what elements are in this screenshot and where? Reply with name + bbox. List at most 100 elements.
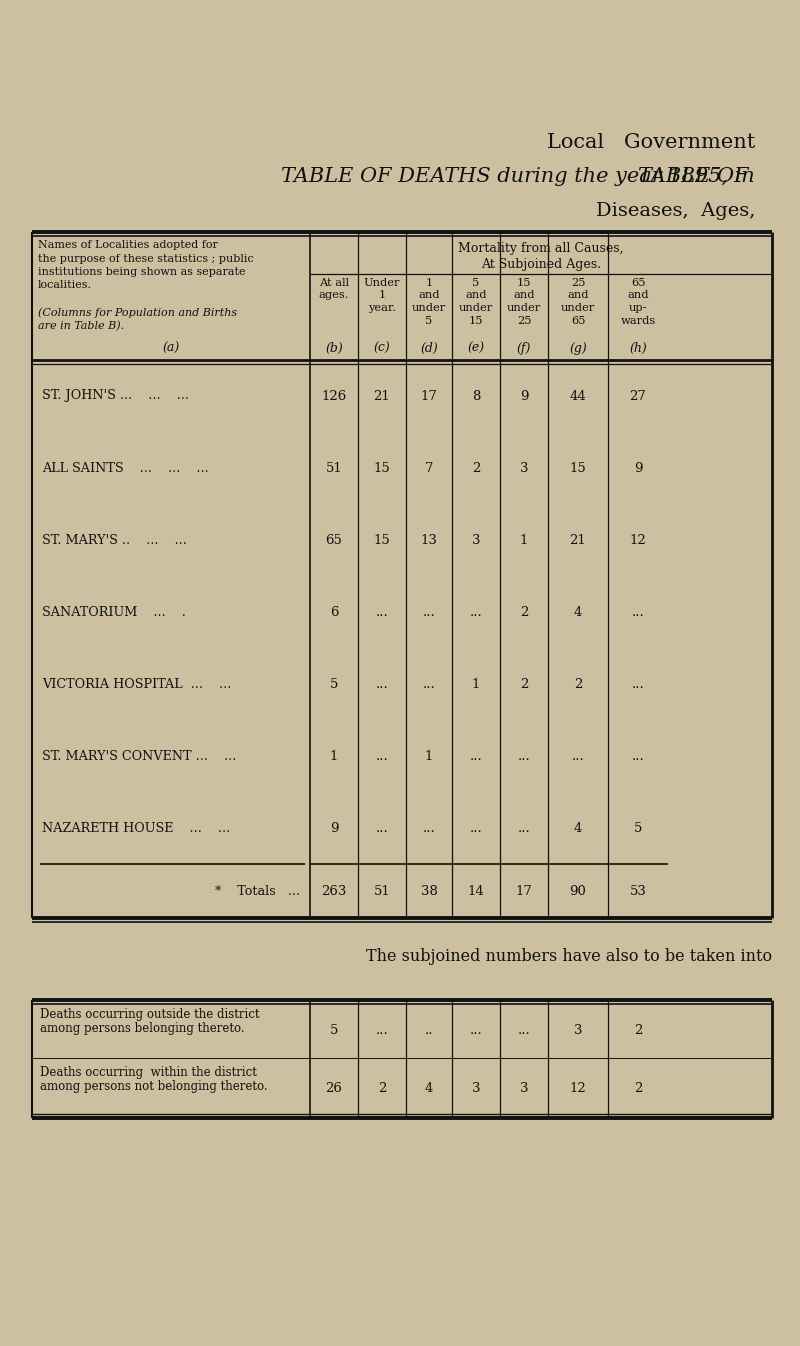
Text: 9: 9 — [634, 462, 642, 475]
Text: ...: ... — [470, 606, 482, 619]
Text: ..: .. — [425, 1024, 434, 1036]
Text: 3: 3 — [472, 533, 480, 546]
Text: (g): (g) — [569, 342, 587, 355]
Text: ...: ... — [422, 821, 435, 835]
Text: 53: 53 — [630, 884, 646, 898]
Text: 15: 15 — [374, 533, 390, 546]
Text: Diseases,  Ages,: Diseases, Ages, — [596, 202, 755, 219]
Text: (d): (d) — [420, 342, 438, 355]
Text: ages.: ages. — [318, 291, 350, 300]
Text: 51: 51 — [374, 884, 390, 898]
Text: (Columns for Population and Births: (Columns for Population and Births — [38, 307, 237, 318]
Text: 12: 12 — [570, 1082, 586, 1094]
Text: 2: 2 — [472, 462, 480, 475]
Text: 21: 21 — [570, 533, 586, 546]
Text: under: under — [507, 303, 541, 314]
Text: 2: 2 — [520, 606, 528, 619]
Text: Names of Localities adopted for: Names of Localities adopted for — [38, 240, 218, 250]
Text: 263: 263 — [322, 884, 346, 898]
Text: ST. MARY'S ..    ...    ...: ST. MARY'S .. ... ... — [42, 533, 187, 546]
Text: 15: 15 — [469, 315, 483, 326]
Text: institutions being shown as separate: institutions being shown as separate — [38, 267, 246, 277]
Text: and: and — [567, 291, 589, 300]
Text: ...: ... — [376, 677, 388, 690]
Text: The subjoined numbers have also to be taken into: The subjoined numbers have also to be ta… — [366, 948, 772, 965]
Text: 2: 2 — [378, 1082, 386, 1094]
Text: Deaths occurring outside the district: Deaths occurring outside the district — [40, 1008, 259, 1022]
Text: 2: 2 — [634, 1024, 642, 1036]
Text: ALL SAINTS    ...    ...    ...: ALL SAINTS ... ... ... — [42, 462, 209, 475]
Text: 3: 3 — [520, 1082, 528, 1094]
Text: under: under — [561, 303, 595, 314]
Text: At Subjoined Ages.: At Subjoined Ages. — [481, 258, 601, 271]
Text: ...: ... — [518, 750, 530, 762]
Text: the purpose of these statistics ; public: the purpose of these statistics ; public — [38, 253, 254, 264]
Text: 4: 4 — [574, 606, 582, 619]
Text: localities.: localities. — [38, 280, 92, 291]
Text: 3: 3 — [574, 1024, 582, 1036]
Text: ...: ... — [572, 750, 584, 762]
Text: 5: 5 — [634, 821, 642, 835]
Text: 15: 15 — [517, 279, 531, 288]
Text: 5: 5 — [472, 279, 480, 288]
Text: (b): (b) — [325, 342, 343, 355]
Text: ...: ... — [376, 1024, 388, 1036]
Text: ...: ... — [632, 677, 644, 690]
Text: 4: 4 — [425, 1082, 433, 1094]
Text: 15: 15 — [374, 462, 390, 475]
Text: 17: 17 — [515, 884, 533, 898]
Text: (a): (a) — [162, 342, 180, 355]
Text: ...: ... — [470, 1024, 482, 1036]
Text: under: under — [412, 303, 446, 314]
Text: 9: 9 — [330, 821, 338, 835]
Text: under: under — [459, 303, 493, 314]
Text: SANATORIUM    ...    .: SANATORIUM ... . — [42, 606, 186, 619]
Text: At all: At all — [319, 279, 349, 288]
Text: (c): (c) — [374, 342, 390, 355]
Text: 65: 65 — [326, 533, 342, 546]
Text: 12: 12 — [630, 533, 646, 546]
Text: ...: ... — [518, 1024, 530, 1036]
Text: and: and — [514, 291, 534, 300]
Text: NAZARETH HOUSE    ...    ...: NAZARETH HOUSE ... ... — [42, 821, 230, 835]
Text: ...: ... — [470, 750, 482, 762]
Text: 4: 4 — [574, 821, 582, 835]
Text: year.: year. — [368, 303, 396, 314]
Text: VICTORIA HOSPITAL  ...    ...: VICTORIA HOSPITAL ... ... — [42, 677, 231, 690]
Text: and: and — [466, 291, 486, 300]
Text: ...: ... — [376, 606, 388, 619]
Text: (f): (f) — [517, 342, 531, 355]
Text: 1: 1 — [378, 291, 386, 300]
Text: 3: 3 — [472, 1082, 480, 1094]
Text: 8: 8 — [472, 389, 480, 402]
Text: 65: 65 — [630, 279, 646, 288]
Text: ...: ... — [518, 821, 530, 835]
Text: 2: 2 — [634, 1082, 642, 1094]
Text: Mortality from all Causes,: Mortality from all Causes, — [458, 242, 624, 254]
Text: 15: 15 — [570, 462, 586, 475]
Text: 25: 25 — [517, 315, 531, 326]
Text: are in Table B).: are in Table B). — [38, 320, 124, 331]
Text: 2: 2 — [574, 677, 582, 690]
Text: 2: 2 — [520, 677, 528, 690]
Text: ST. MARY'S CONVENT ...    ...: ST. MARY'S CONVENT ... ... — [42, 750, 236, 762]
Text: ...: ... — [422, 606, 435, 619]
Text: ...: ... — [470, 821, 482, 835]
Text: up-: up- — [629, 303, 647, 314]
Text: 1: 1 — [472, 677, 480, 690]
Text: ...: ... — [632, 750, 644, 762]
Text: Local   Government: Local Government — [546, 133, 755, 152]
Text: 6: 6 — [330, 606, 338, 619]
Text: TABLE OF: TABLE OF — [638, 167, 755, 186]
Text: 1: 1 — [426, 279, 433, 288]
Text: 1: 1 — [330, 750, 338, 762]
Text: Deaths occurring  within the district: Deaths occurring within the district — [40, 1066, 257, 1079]
Text: ...: ... — [422, 677, 435, 690]
Text: 7: 7 — [425, 462, 434, 475]
Text: 5: 5 — [426, 315, 433, 326]
Text: 51: 51 — [326, 462, 342, 475]
Text: 21: 21 — [374, 389, 390, 402]
Text: ST. JOHN'S ...    ...    ...: ST. JOHN'S ... ... ... — [42, 389, 189, 402]
Text: *    Totals   ...: * Totals ... — [215, 884, 300, 898]
Text: 1: 1 — [520, 533, 528, 546]
